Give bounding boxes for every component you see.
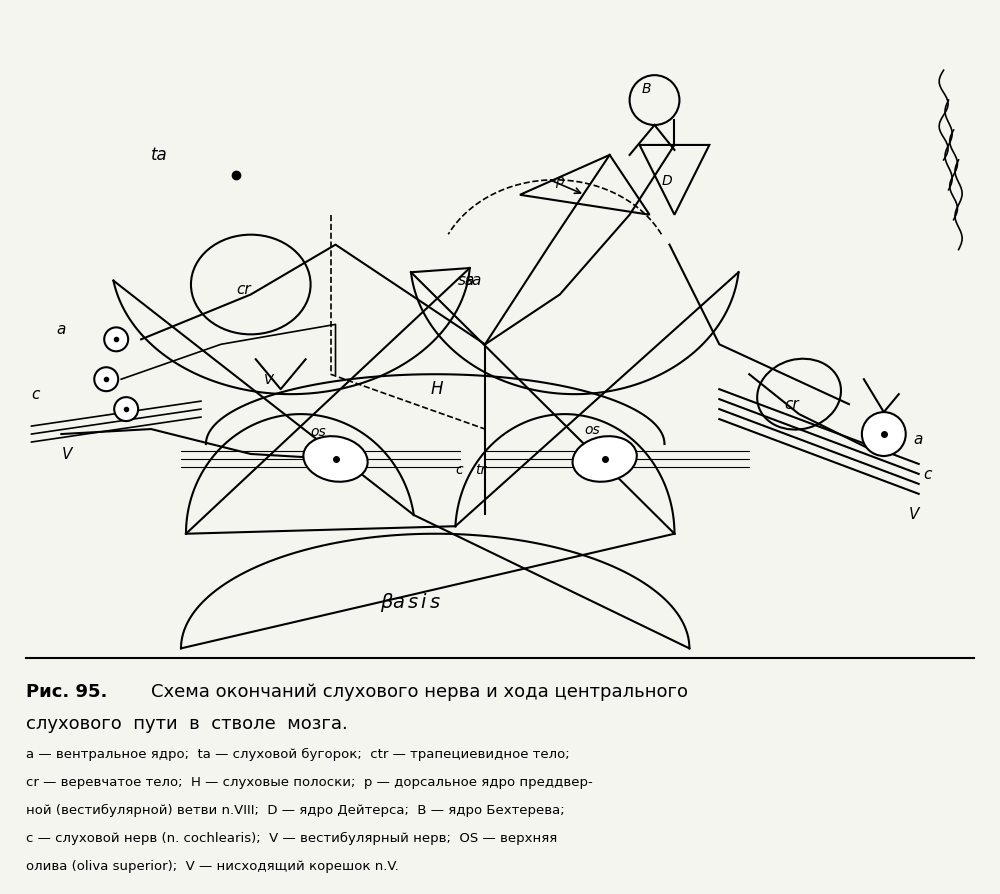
Text: cr: cr: [236, 283, 250, 298]
Text: V: V: [909, 507, 919, 522]
Text: $\beta a\,s\,i\,s$: $\beta a\,s\,i\,s$: [380, 592, 442, 614]
Text: cr — веревчатое тело;  H — слуховые полоски;  p — дорсальное ядро преддвер-: cr — веревчатое тело; H — слуховые полос…: [26, 776, 593, 789]
Circle shape: [94, 367, 118, 392]
Circle shape: [862, 412, 906, 456]
Text: слухового  пути  в  стволе  мозга.: слухового пути в стволе мозга.: [26, 715, 348, 733]
Circle shape: [104, 327, 128, 351]
Circle shape: [114, 397, 138, 421]
Text: олива (oliva superior);  V — нисходящий корешок n.V.: олива (oliva superior); V — нисходящий к…: [26, 860, 399, 873]
Text: ta: ta: [151, 146, 168, 164]
Text: tr: tr: [475, 463, 486, 477]
Text: c: c: [455, 463, 463, 477]
Text: cr: cr: [784, 397, 799, 412]
Text: Рис. 95.: Рис. 95.: [26, 683, 108, 701]
Text: os: os: [311, 425, 326, 439]
Text: ной (вестибулярной) ветви n.VIII;  D — ядро Дейтерса;  B — ядро Бехтерева;: ной (вестибулярной) ветви n.VIII; D — яд…: [26, 804, 565, 817]
Text: c: c: [31, 387, 40, 402]
Text: sa: sa: [458, 273, 476, 288]
Text: D: D: [661, 173, 672, 188]
Text: sa: sa: [465, 273, 482, 288]
Text: V: V: [264, 373, 273, 387]
Text: H: H: [430, 380, 443, 398]
Text: c: c: [924, 467, 932, 482]
Ellipse shape: [573, 436, 637, 482]
Text: p: p: [555, 173, 564, 188]
Text: a: a: [56, 323, 66, 337]
Text: c — слуховой нерв (n. cochlearis);  V — вестибулярный нерв;  OS — верхняя: c — слуховой нерв (n. cochlearis); V — в…: [26, 831, 558, 845]
Text: a: a: [914, 432, 923, 447]
Text: Схема окончаний слухового нерва и хода центрального: Схема окончаний слухового нерва и хода ц…: [151, 683, 688, 701]
Ellipse shape: [303, 436, 368, 482]
Text: os: os: [585, 423, 600, 437]
Text: B: B: [642, 82, 651, 96]
Text: a — вентральное ядро;  ta — слуховой бугорок;  ctr — трапециевидное тело;: a — вентральное ядро; ta — слуховой буго…: [26, 748, 570, 761]
Text: V: V: [61, 447, 72, 462]
